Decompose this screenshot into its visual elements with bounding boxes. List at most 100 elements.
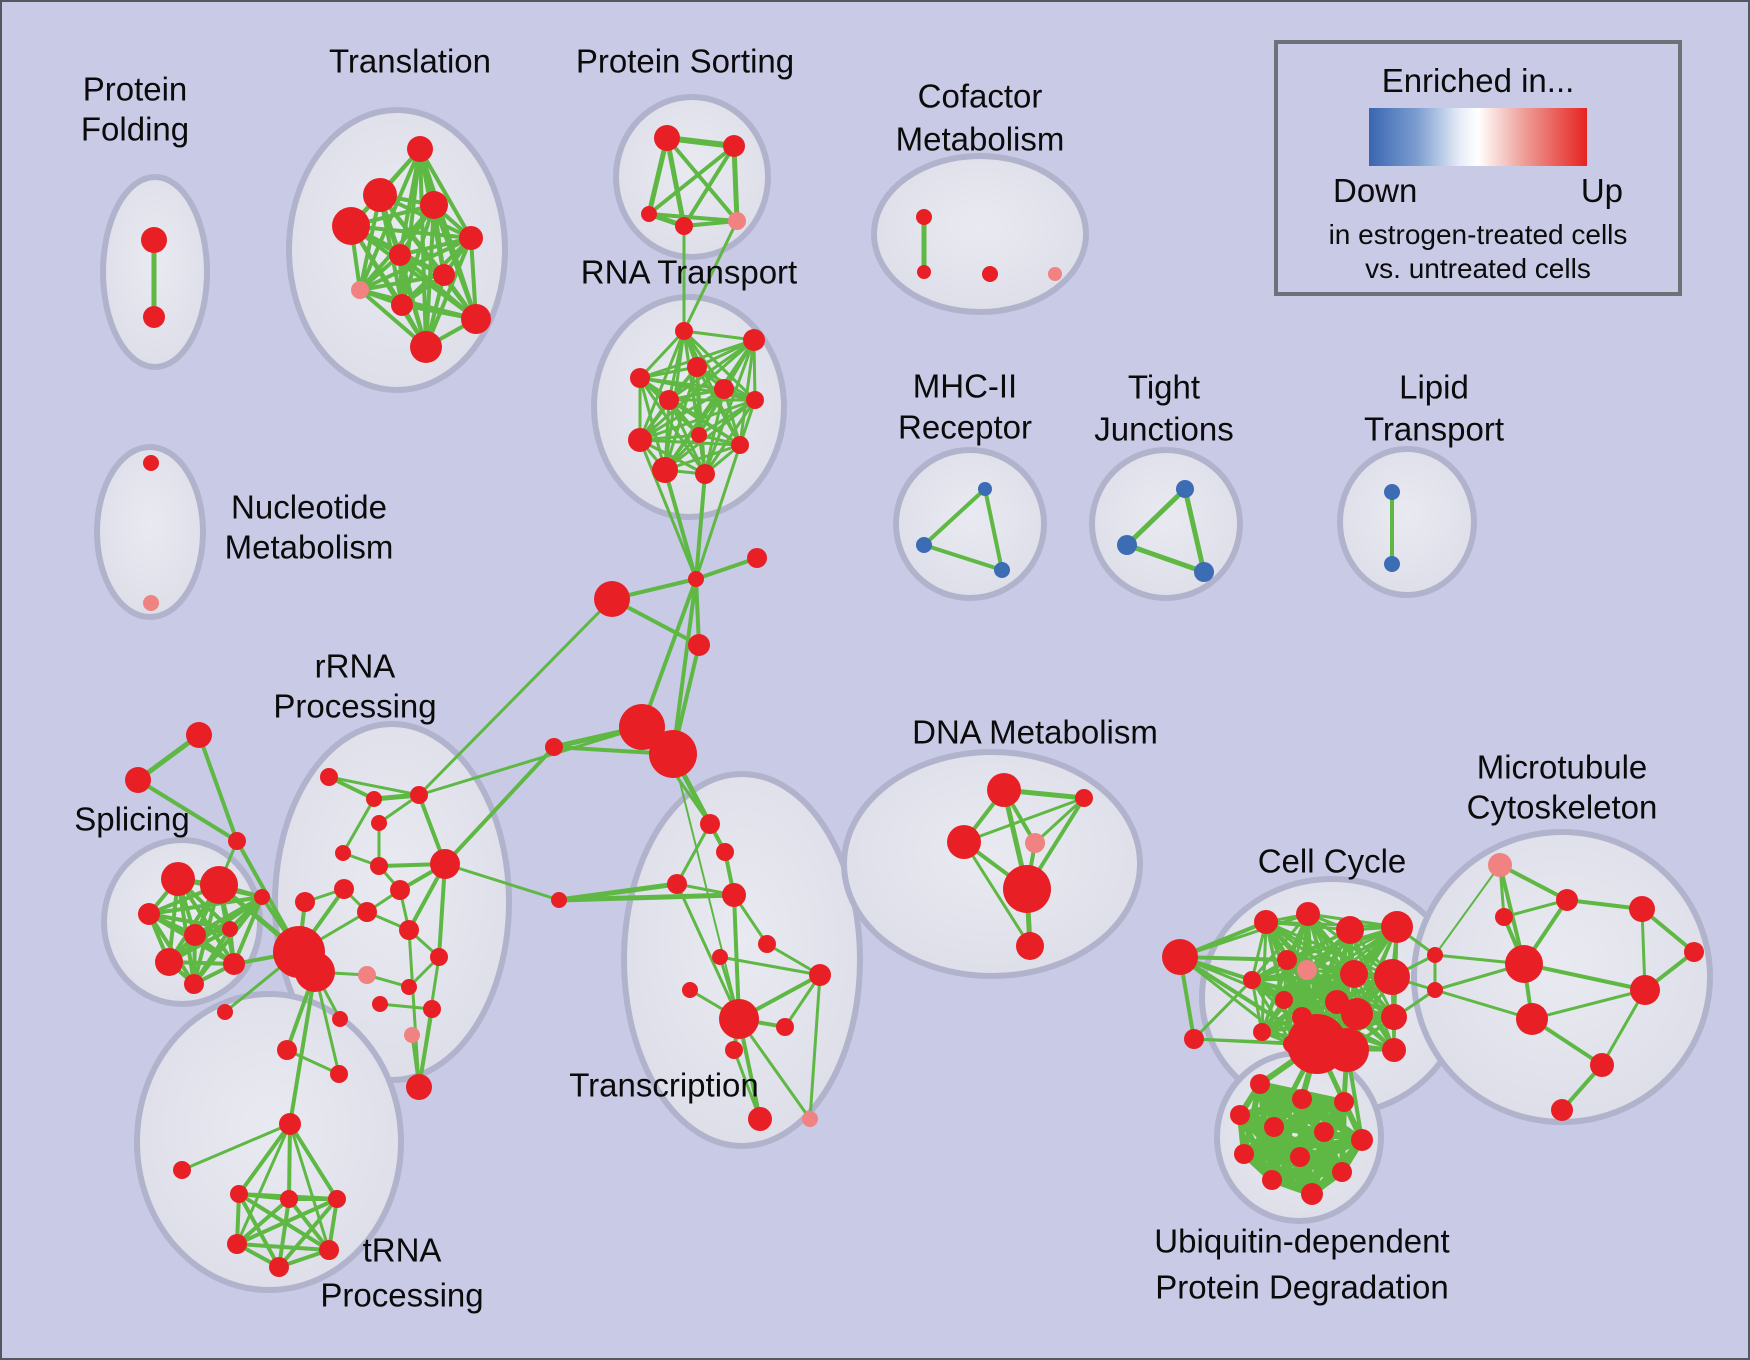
gene-set-node-ccB2 — [1325, 1028, 1369, 1072]
gene-set-node-cc15 — [1253, 1023, 1271, 1041]
gene-set-node-rr7 — [430, 849, 460, 879]
edge-rr1-rr3 — [327, 775, 421, 797]
gene-set-node-dm5 — [1003, 865, 1051, 913]
gene-set-node-cc7 — [1340, 960, 1368, 988]
gene-set-node-cc0 — [1162, 939, 1198, 975]
gene-set-node-m6 — [1427, 982, 1443, 998]
edge-ps2-ps4 — [682, 144, 736, 228]
edge-t2-s1 — [136, 778, 239, 843]
cluster-label-cofactor-metabolism-line1: Cofactor — [918, 78, 1043, 115]
edge-tx3-tx8 — [237, 1192, 281, 1269]
cluster-label-lipid-transport-line2: Transport — [1364, 411, 1504, 448]
edge-rt10-rt11 — [663, 443, 742, 472]
edge-rt4-rt12 — [638, 376, 707, 476]
edge-tx1-tx5 — [288, 1122, 339, 1201]
legend-title: Enriched in... — [1381, 62, 1575, 99]
edge-cc0b-cc9 — [1192, 978, 1254, 1041]
edge-rr7-rr22 — [437, 862, 447, 959]
edge-s9-s10 — [232, 895, 264, 966]
gene-set-node-rt8 — [691, 427, 707, 443]
edge-tx5-tx6 — [235, 1197, 339, 1246]
edge-tx4-tx7 — [287, 1197, 331, 1252]
gene-set-node-cc5 — [1277, 950, 1297, 970]
gene-set-node-m4 — [1505, 945, 1543, 983]
gene-set-node-u11 — [1332, 1162, 1352, 1182]
gene-set-node-tr8 — [719, 999, 759, 1039]
gene-set-node-rr4 — [371, 815, 387, 831]
gene-set-node-ch3 — [594, 581, 630, 617]
edge-rt7-rt9 — [638, 398, 757, 442]
gene-set-node-s7 — [155, 948, 183, 976]
gene-set-node-cf3 — [982, 266, 998, 282]
gene-set-node-rr17 — [404, 1027, 420, 1043]
gene-set-node-dm4 — [1025, 833, 1045, 853]
edge-tlx-rr7 — [443, 745, 556, 866]
edge-ps5-rt1 — [682, 219, 739, 333]
edge-tx4-tx8 — [277, 1197, 291, 1269]
legend-subline-1: in estrogen-treated cells — [1328, 219, 1628, 250]
gene-set-node-rr22 — [430, 948, 448, 966]
gene-set-node-cc0b — [1184, 1029, 1204, 1049]
edge-hub2-tr8 — [672, 753, 740, 1020]
edge-t1-s1 — [197, 733, 239, 843]
gene-set-node-m11 — [1590, 1053, 1614, 1077]
gene-set-node-rr21 — [332, 1011, 348, 1027]
gene-set-node-tl10 — [461, 304, 491, 334]
gene-set-node-tx3 — [230, 1185, 248, 1203]
gene-set-node-cc9 — [1243, 971, 1261, 989]
gene-set-node-cc3 — [1336, 916, 1364, 944]
edge-tr6-tr11 — [718, 955, 822, 977]
gene-set-node-m2 — [1556, 889, 1578, 911]
gene-set-node-rr2 — [366, 791, 382, 807]
edge-rt1-rt2 — [682, 329, 756, 342]
edge-tx5-tx8 — [277, 1197, 339, 1269]
gene-set-node-pf1 — [141, 227, 167, 253]
cluster-label-protein-folding-line1: Protein — [83, 71, 188, 108]
gene-set-node-u12 — [1301, 1183, 1323, 1205]
gene-set-node-mh3 — [994, 562, 1010, 578]
gene-set-node-rr1 — [320, 768, 338, 786]
edge-cc0-cc16 — [1178, 955, 1294, 1046]
gene-set-node-cc14 — [1381, 1004, 1407, 1030]
gene-set-node-rr5 — [335, 845, 351, 861]
gene-set-node-tx7 — [319, 1240, 339, 1260]
cluster-label-lipid-transport-line1: Lipid — [1399, 369, 1469, 406]
edge-rr3-hub1 — [417, 725, 644, 797]
gene-set-node-rr9 — [334, 879, 354, 899]
gene-set-node-tl4 — [332, 207, 370, 245]
cluster-label-trna-processing-line1: tRNA — [363, 1232, 442, 1269]
edge-tl4-tl5 — [349, 224, 473, 240]
cluster-ellipse-protein-sorting — [613, 94, 771, 260]
cluster-label-ubiquitin-degradation-line2: Protein Degradation — [1155, 1269, 1449, 1306]
gene-set-node-lp2 — [1384, 556, 1400, 572]
gene-set-node-cc17 — [1382, 1038, 1406, 1062]
edge-ps1-ps5 — [665, 136, 739, 223]
edge-mh1-mh2 — [922, 487, 987, 547]
gene-set-node-rt12 — [695, 464, 715, 484]
gene-set-node-s2 — [161, 862, 195, 896]
cluster-label-rrna-processing-line1: rRNA — [315, 648, 396, 685]
edge-u10-u11 — [1269, 1169, 1345, 1183]
gene-set-node-cc1 — [1254, 910, 1278, 934]
gene-set-node-rr10 — [295, 892, 315, 912]
gene-set-node-rt11 — [652, 457, 678, 483]
gene-set-node-tl3 — [420, 191, 448, 219]
edge-rr22-rr23 — [417, 955, 441, 1089]
edge-rt1-rt4 — [638, 329, 686, 380]
legend-box: Enriched in... Down Up in estrogen-treat… — [1274, 40, 1682, 296]
gene-set-node-tr9 — [776, 1018, 794, 1036]
edge-tl3-tl9 — [400, 203, 436, 307]
edge-rt7-rt12 — [703, 398, 757, 476]
edge-ch1-ch2 — [694, 556, 759, 581]
edge-cc8-cc9 — [1250, 975, 1394, 982]
cluster-label-translation-line1: Translation — [329, 43, 491, 80]
gene-set-node-hub2 — [649, 730, 697, 778]
gene-set-node-u8 — [1234, 1144, 1254, 1164]
edge-ps1-ps4 — [664, 135, 687, 229]
gene-set-node-m7 — [1516, 1003, 1548, 1035]
gene-set-node-u6 — [1314, 1122, 1334, 1142]
cluster-label-splicing-line1: Splicing — [74, 801, 190, 838]
gene-set-node-tx6 — [227, 1234, 247, 1254]
